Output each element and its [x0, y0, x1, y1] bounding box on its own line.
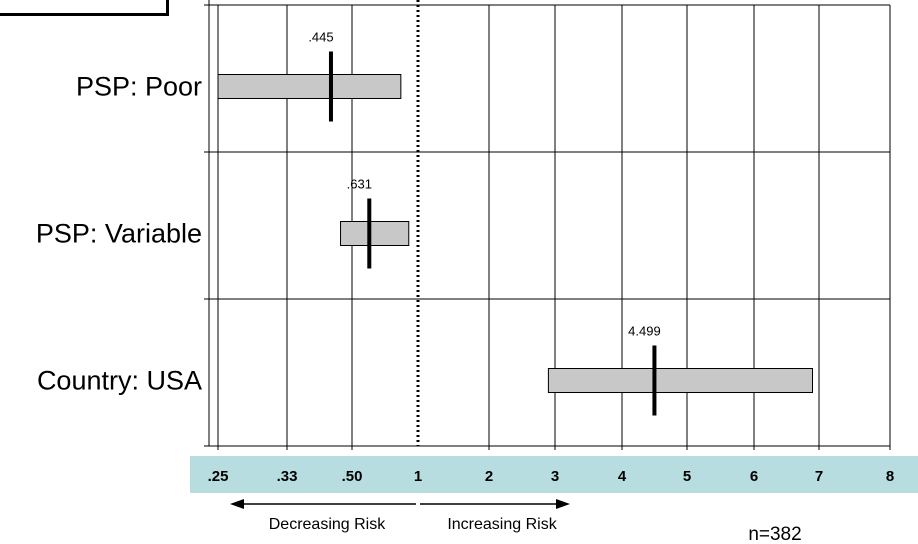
axis-band: [190, 456, 918, 493]
ci-bar: [340, 221, 410, 246]
label-layer: .445 PSP: Poor .631 PSP: Variable 4.499 Count…: [36, 30, 661, 396]
x-tick-label: .25: [208, 468, 229, 485]
x-tick-label: 7: [815, 468, 823, 485]
x-tick-label: 8: [886, 468, 894, 485]
right-arrow-head: [556, 499, 570, 509]
x-tick-label: 3: [551, 468, 559, 485]
point-estimate-label: .445: [308, 30, 333, 45]
x-tick-label: 2: [485, 468, 493, 485]
corner-frame: [0, 0, 169, 16]
sample-size-label: n=382: [748, 524, 801, 544]
x-tick-label: .50: [342, 468, 363, 485]
x-tick-label: .33: [277, 468, 298, 485]
point-estimate-label: 4.499: [628, 324, 661, 339]
annotation-layer: Decreasing Risk Increasing Risk n=382: [230, 499, 802, 544]
x-tick-label: 1: [414, 468, 422, 485]
row-label: PSP: Variable: [36, 219, 202, 249]
x-tick-label: 4: [618, 468, 627, 485]
point-estimate-label: .631: [347, 177, 372, 192]
x-tick-label: 5: [683, 468, 691, 485]
increasing-risk-label: Increasing Risk: [447, 516, 557, 533]
ci-bar: [547, 368, 814, 393]
x-tick-label: 6: [750, 468, 758, 485]
bar-layer: [217, 51, 814, 416]
ci-bar: [217, 74, 402, 99]
axis-band-layer: .25 .33 .50 1 2 3 4 5 6 7 8: [190, 456, 918, 493]
row-label: PSP: Poor: [76, 72, 202, 102]
left-arrow-head: [230, 499, 244, 509]
decreasing-risk-label: Decreasing Risk: [269, 516, 386, 533]
row-label: Country: USA: [37, 366, 202, 396]
